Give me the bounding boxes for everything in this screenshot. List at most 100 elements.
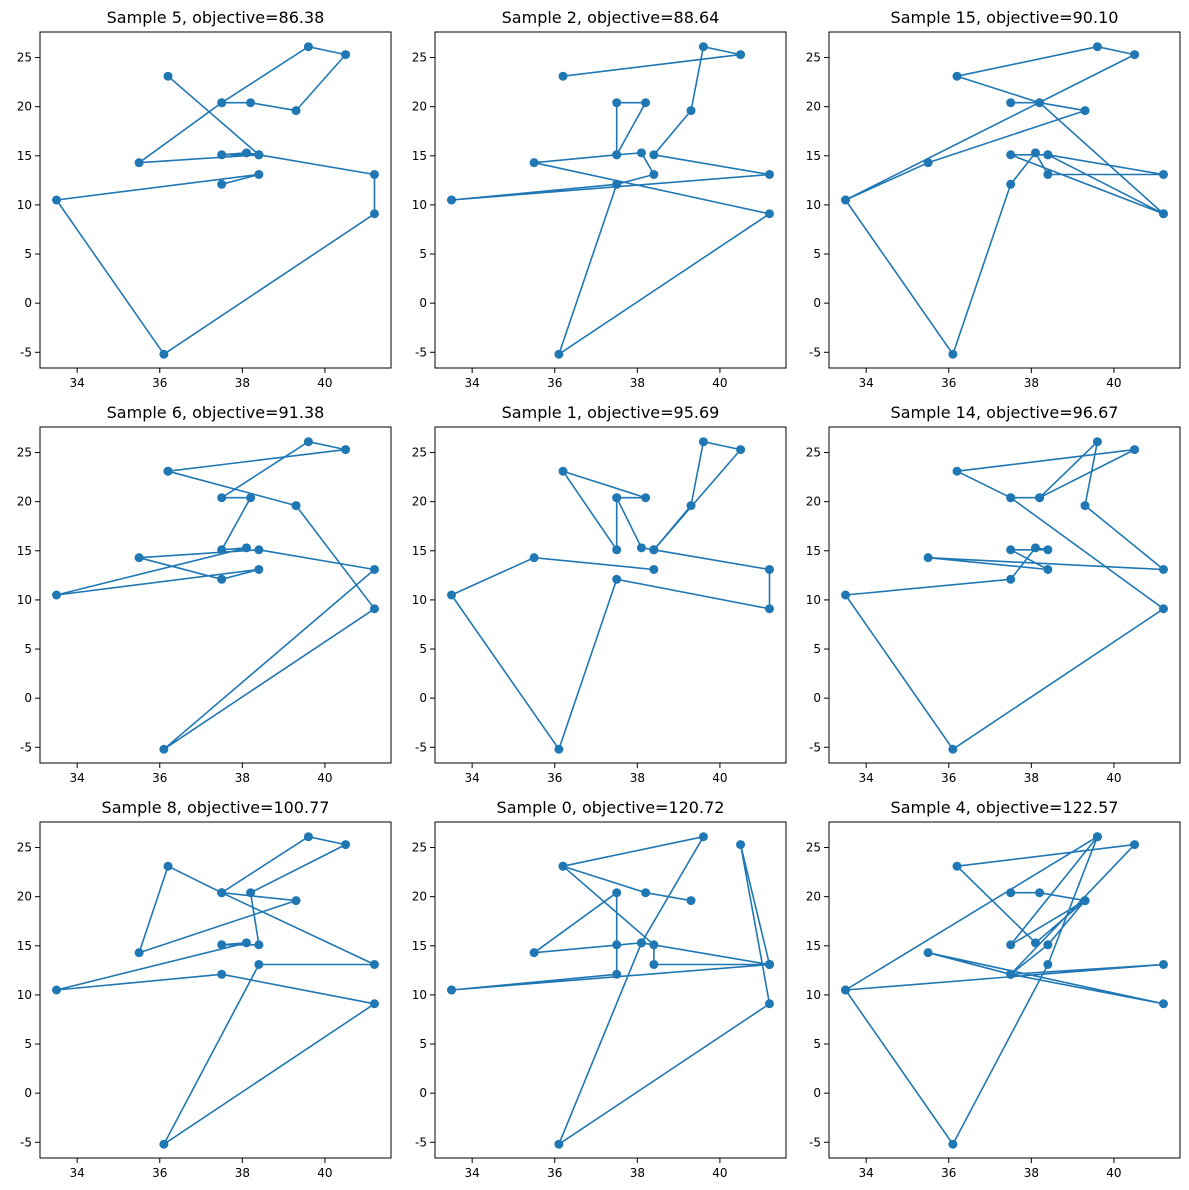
city-point: [612, 969, 622, 979]
subplot-9: Sample 4, objective=122.57 34 36 38 40 -5 0 5 10…: [806, 798, 1181, 1180]
y-tick-label: -5: [20, 740, 32, 754]
city-point: [163, 466, 173, 476]
city-point: [612, 98, 622, 108]
y-tick-label: 15: [412, 544, 427, 558]
y-tick-label: 15: [806, 149, 821, 163]
city-point: [1158, 169, 1168, 179]
city-point: [1092, 437, 1102, 447]
city-point: [736, 50, 746, 60]
x-tick-label: 36: [941, 1166, 956, 1180]
subplot-title: Sample 15, objective=90.10: [891, 8, 1119, 27]
y-tick-label: -5: [415, 1135, 427, 1149]
y-tick-label: 20: [412, 890, 427, 904]
city-point: [291, 501, 301, 511]
city-point: [1006, 493, 1016, 503]
x-tick-label: 36: [547, 376, 562, 390]
axes-frame: [434, 31, 787, 369]
city-point: [159, 349, 169, 359]
city-point: [254, 545, 264, 555]
city-point: [612, 574, 622, 584]
y-tick-label: -5: [809, 345, 821, 359]
x-tick-label: 36: [941, 771, 956, 785]
y-tick-label: 0: [813, 691, 821, 705]
city-point: [447, 195, 457, 205]
city-point: [1130, 445, 1140, 455]
x-tick-label: 38: [1024, 376, 1039, 390]
x-tick-label: 38: [630, 1166, 645, 1180]
y-tick-label: 10: [412, 988, 427, 1002]
city-point: [217, 888, 227, 898]
city-point: [1158, 959, 1168, 969]
city-point: [369, 959, 379, 969]
city-point: [952, 466, 962, 476]
y-tick-label: 5: [813, 1037, 821, 1051]
city-point: [254, 150, 264, 160]
city-point: [952, 861, 962, 871]
x-tick-label: 36: [152, 1166, 167, 1180]
city-point: [764, 169, 774, 179]
y-tick-label: 20: [412, 495, 427, 509]
city-point: [1006, 574, 1016, 584]
subplot-title: Sample 8, objective=100.77: [102, 798, 330, 817]
city-point: [1035, 98, 1045, 108]
city-point: [558, 861, 568, 871]
subplot-title: Sample 4, objective=122.57: [891, 798, 1119, 817]
city-point: [1006, 969, 1016, 979]
y-tick-label: 0: [419, 691, 427, 705]
y-tick-label: 5: [419, 1037, 427, 1051]
route-line: [844, 45, 1165, 356]
city-point: [1092, 42, 1102, 52]
y-tick-label: 20: [17, 495, 32, 509]
x-tick-label: 36: [152, 771, 167, 785]
city-point: [558, 466, 568, 476]
x-tick-label: 34: [70, 771, 85, 785]
x-tick-label: 38: [235, 376, 250, 390]
x-tick-label: 40: [712, 376, 727, 390]
city-point: [764, 564, 774, 574]
y-tick-label: -5: [20, 345, 32, 359]
y-tick-label: 15: [806, 544, 821, 558]
route-line: [844, 835, 1165, 1145]
subplot-title: Sample 5, objective=86.38: [107, 8, 325, 27]
city-point: [686, 896, 696, 906]
city-point: [52, 985, 62, 995]
x-tick-label: 34: [465, 376, 480, 390]
subplot-1: Sample 5, objective=86.38 34 36 38 40 -5 0 5 10 1…: [17, 8, 392, 390]
city-point: [369, 564, 379, 574]
city-point: [641, 888, 651, 898]
subplot-5: Sample 1, objective=95.69 34 36 38 40 -5 0 5 10 1…: [412, 403, 787, 785]
y-tick-label: 15: [412, 939, 427, 953]
x-tick-label: 40: [317, 376, 332, 390]
y-tick-label: -5: [20, 1135, 32, 1149]
axes-frame: [434, 426, 787, 764]
city-point: [764, 959, 774, 969]
y-tick-label: 5: [813, 247, 821, 261]
city-point: [254, 940, 264, 950]
y-tick-label: 15: [17, 939, 32, 953]
x-tick-label: 34: [465, 771, 480, 785]
y-tick-label: 15: [17, 149, 32, 163]
route-line: [55, 835, 376, 1145]
x-tick-label: 34: [859, 771, 874, 785]
city-point: [1006, 150, 1016, 160]
city-point: [764, 604, 774, 614]
city-point: [217, 179, 227, 189]
city-point: [764, 209, 774, 219]
y-tick-label: 10: [806, 988, 821, 1002]
city-point: [291, 106, 301, 116]
y-tick-label: -5: [415, 740, 427, 754]
y-tick-label: 10: [17, 988, 32, 1002]
city-point: [1043, 959, 1053, 969]
x-tick-label: 40: [1106, 376, 1121, 390]
axes-frame: [39, 426, 392, 764]
axes-frame: [828, 821, 1181, 1159]
city-point: [649, 564, 659, 574]
y-tick-label: 0: [813, 296, 821, 310]
x-tick-label: 38: [235, 1166, 250, 1180]
city-point: [923, 553, 933, 563]
city-point: [246, 493, 256, 503]
axes-frame: [434, 821, 787, 1159]
y-tick-label: 0: [813, 1086, 821, 1100]
city-point: [217, 493, 227, 503]
